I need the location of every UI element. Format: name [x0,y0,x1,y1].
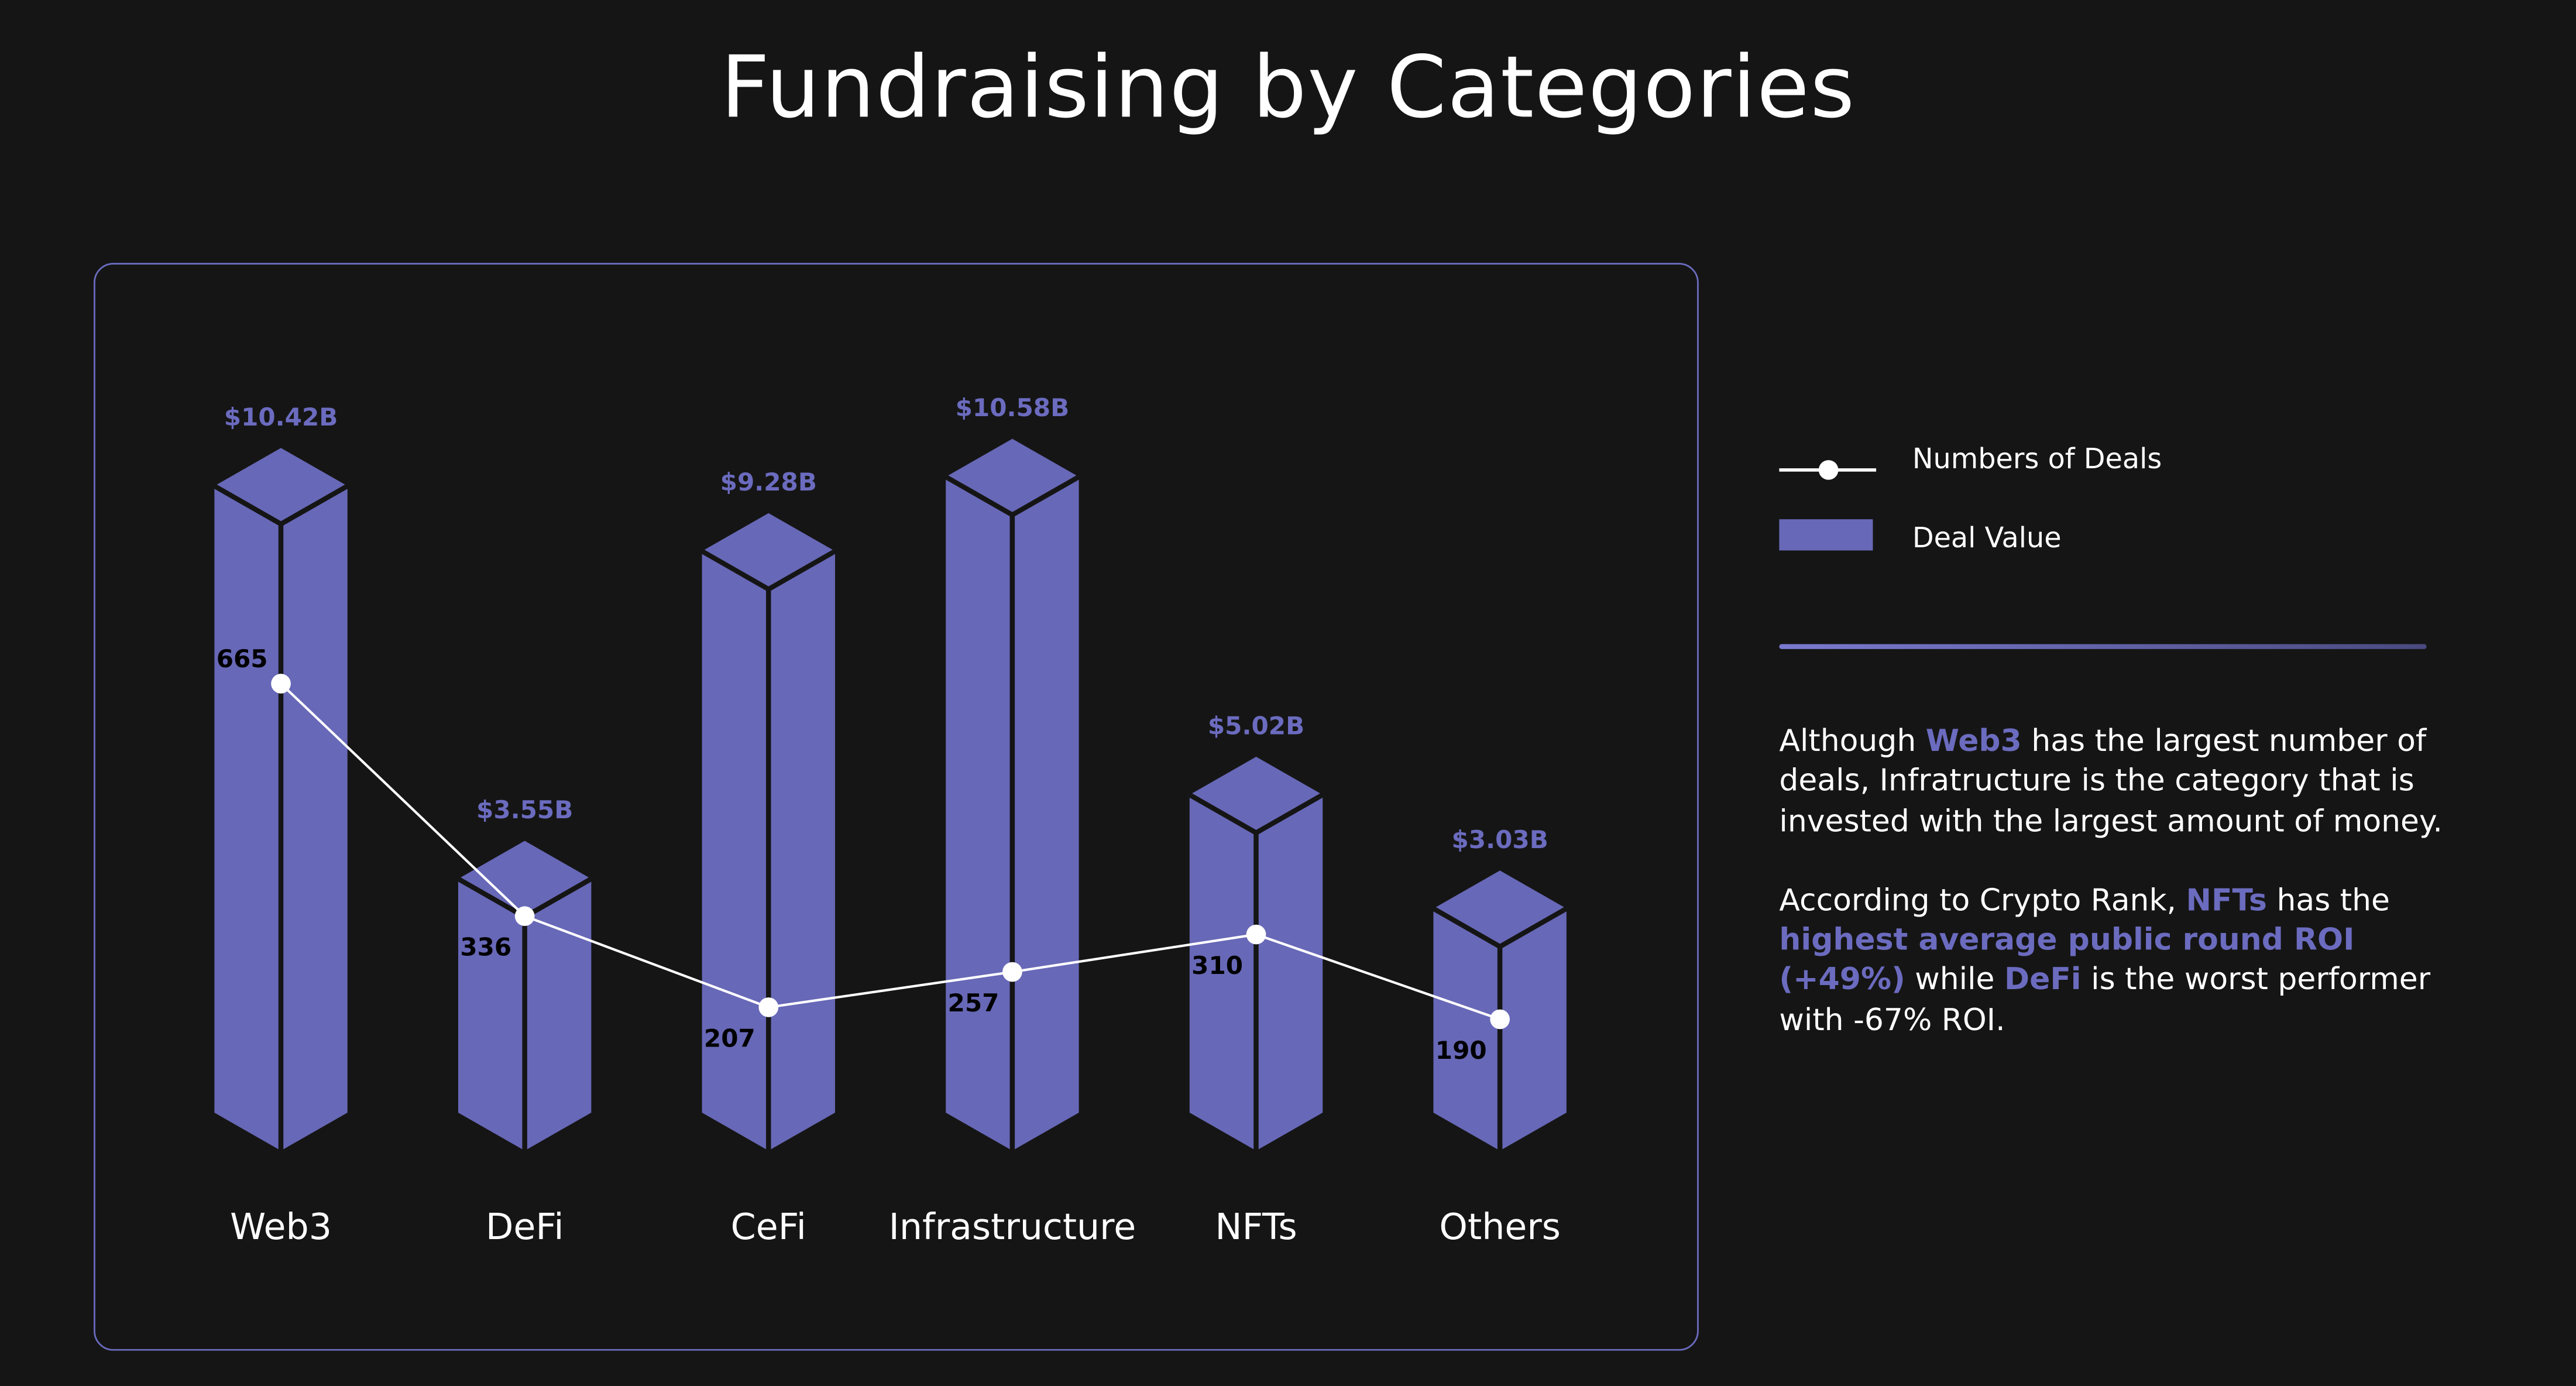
text: while [1905,963,2004,999]
highlight: highest average public round ROI (+49%) [1779,924,2355,999]
bar-value-label: $3.03B [1452,825,1548,854]
bar-value-label: $10.58B [956,393,1070,422]
highlight: DeFi [2004,963,2082,999]
legend-swatch-icon [1779,519,1873,551]
deals-point [1246,924,1266,945]
bar-left-face [940,473,1015,1157]
deals-value-label: 190 [1435,1036,1487,1065]
category-label: Others [1439,1206,1561,1248]
deals-line [280,682,1500,1021]
text: has the [2266,884,2390,919]
text: Although [1779,725,1926,760]
bar-top-face [1428,865,1572,949]
legend-value-label: Deal Value [1912,522,2062,555]
legend-markers [1779,460,1877,551]
description-paragraph-2: According to Crypto Rank, NFTs has the h… [1779,882,2469,1042]
bar-left-face [1428,904,1503,1157]
text: has the largest number of deals, Infratr… [1779,725,2443,839]
bar-value-label: $10.42B [224,403,338,431]
category-label: Web3 [230,1206,332,1248]
category-label: DeFi [486,1206,564,1248]
category-label: CeFi [731,1206,806,1248]
deals-point [1002,962,1022,982]
legend-dot-icon [1818,460,1839,480]
highlight: NFTs [2186,884,2267,919]
description: Although Web3 has the largest number of … [1779,723,2469,1081]
bar-right-face [278,482,353,1157]
bar-top-face [940,433,1084,517]
bar-right-face [1497,904,1572,1157]
deals-value-label: 665 [217,644,268,673]
deals-point [1490,1009,1510,1030]
deals-point [758,997,779,1017]
bar-left-face [697,547,771,1157]
bar-top-face [209,442,353,527]
text: According to Crypto Rank, [1779,884,2186,919]
bar-left-face [209,482,284,1157]
deals-value-label: 207 [704,1024,755,1052]
bar-value-label: $3.55B [476,795,573,824]
bar-value-label: $9.28B [720,468,817,496]
deals-value-label: 310 [1191,951,1243,980]
bar-value-label: $5.02B [1208,711,1304,740]
deals-value-label: 336 [460,933,511,962]
bar-right-face [766,547,840,1157]
bar-top-face [1184,751,1328,836]
bar-right-face [1009,473,1084,1157]
bar-right-face [1253,791,1328,1157]
chart-title: Fundraising by Categories [720,39,1856,138]
chart-panel [94,263,1699,1351]
deals-point [271,674,291,694]
highlight: Web3 [1925,725,2022,760]
bar-top-face [697,507,840,592]
deals-point [514,906,535,927]
description-paragraph-1: Although Web3 has the largest number of … [1779,723,2469,843]
text: is the worst performer with -67% ROI. [1779,963,2431,1038]
legend-deals-label: Numbers of Deals [1912,443,2162,477]
bar-left-face [453,874,527,1157]
deals-value-label: 257 [948,989,1000,1017]
category-label: Infrastructure [889,1206,1136,1248]
divider [1779,644,2427,649]
category-label: NFTs [1215,1206,1297,1248]
